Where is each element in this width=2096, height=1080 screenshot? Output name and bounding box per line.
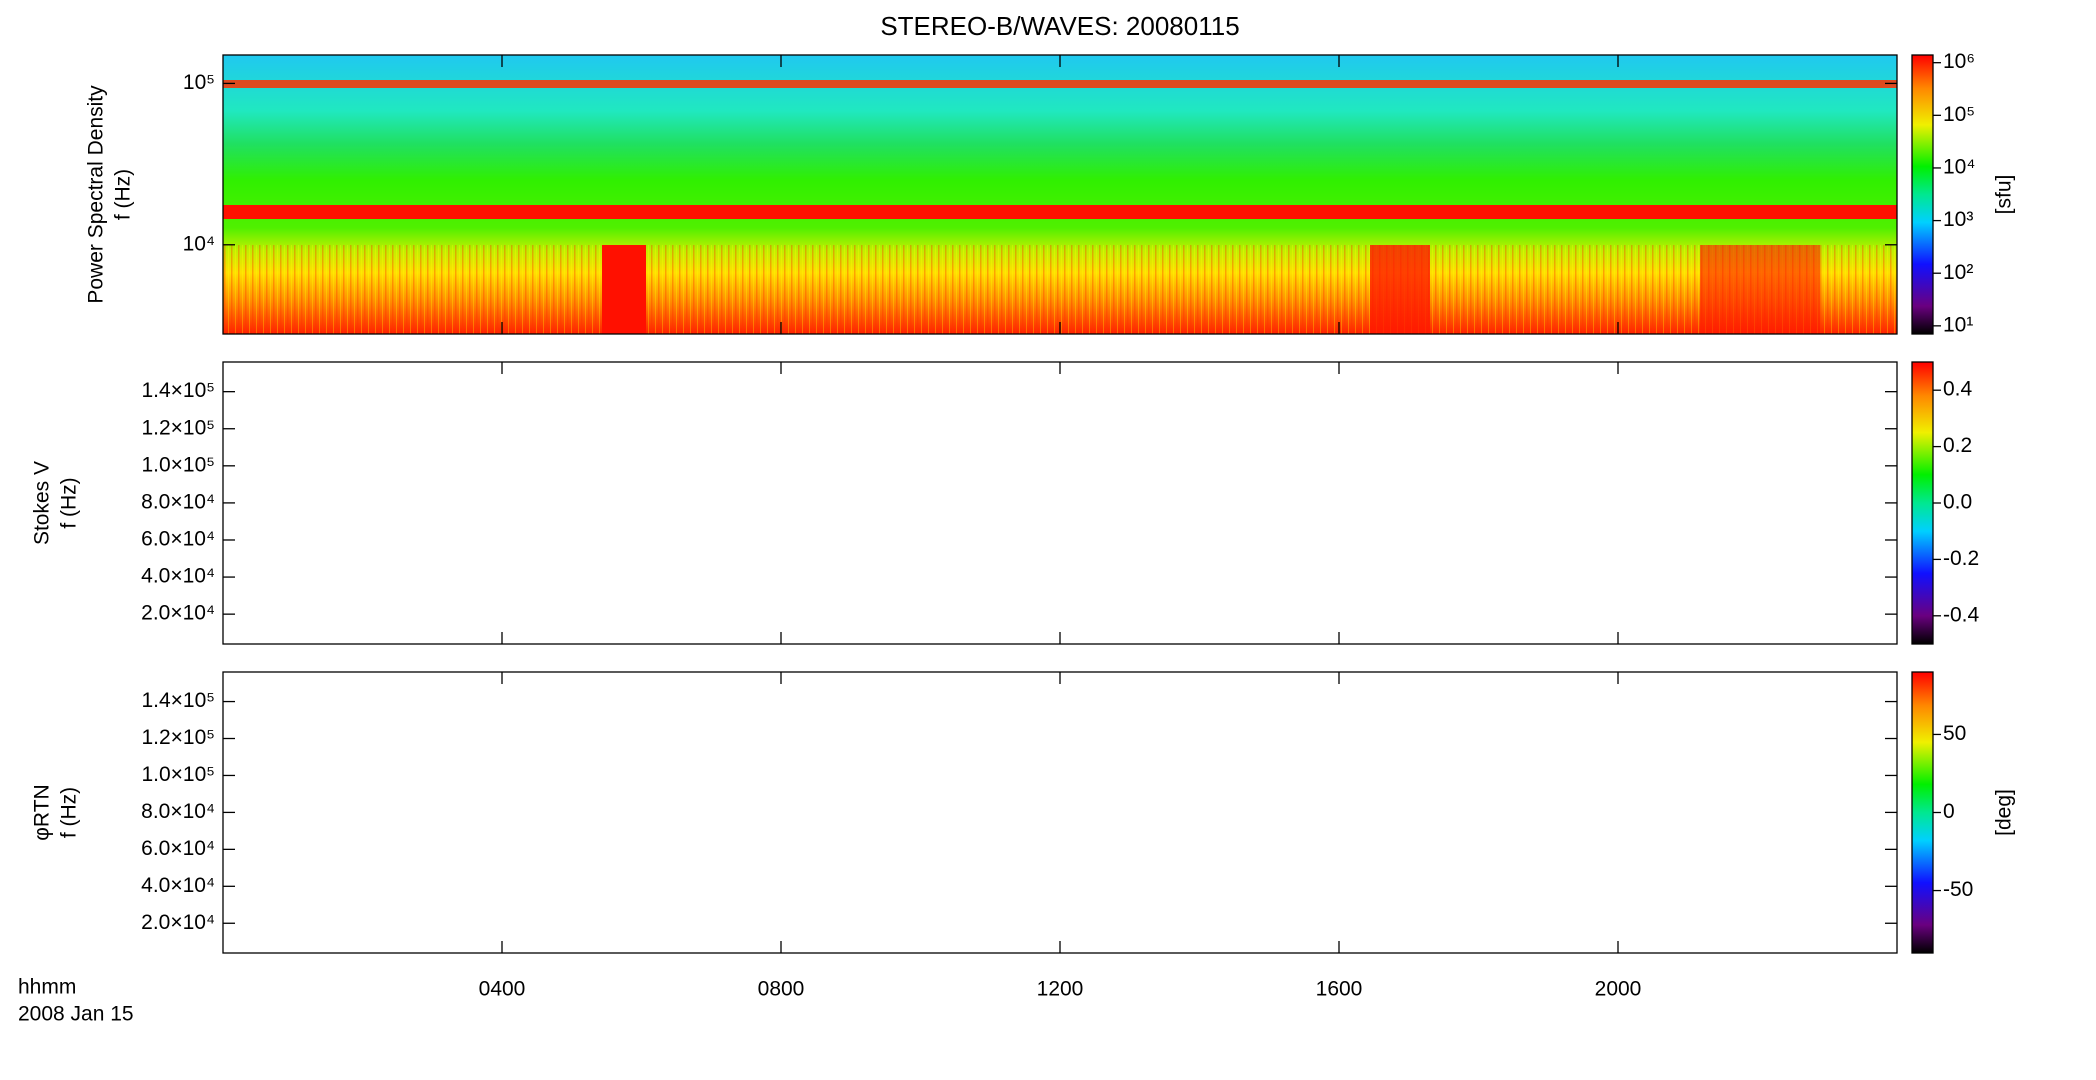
- colorbar-tick-label: 50: [1943, 722, 1966, 745]
- y-tick-label: 6.0×10⁴: [141, 528, 215, 551]
- colorbar-tick-label: 10⁴: [1943, 156, 1975, 179]
- y-tick-label: 8.0×10⁴: [141, 800, 215, 823]
- colorbar-tick-label: 10⁶: [1943, 50, 1975, 73]
- y-tick-label: 2.0×10⁴: [141, 602, 215, 625]
- colorbar: [1911, 361, 1934, 645]
- colorbar-tick-label: 10²: [1943, 261, 1973, 284]
- colorbar: [1911, 54, 1934, 335]
- y-tick-label: 4.0×10⁴: [141, 565, 215, 588]
- y-axis-label: Stokes V: [31, 461, 54, 545]
- y-tick-label: 1.0×10⁵: [141, 763, 215, 786]
- y-tick-label: 10⁴: [183, 232, 215, 255]
- colorbar-label: [deg]: [1993, 789, 2016, 836]
- colorbar: [1911, 671, 1934, 954]
- y-axis-label: φRTN: [31, 784, 54, 840]
- colorbar-tick-label: -0.2: [1943, 547, 1979, 570]
- y-axis-label: f (Hz): [112, 169, 135, 220]
- colorbar-tick-label: 10¹: [1943, 313, 1973, 336]
- colorbar-tick-label: -50: [1943, 878, 1973, 901]
- colorbar-tick-label: 0: [1943, 800, 1955, 823]
- y-tick-label: 2.0×10⁴: [141, 911, 215, 934]
- plot-area: [223, 362, 1897, 644]
- y-tick-label: 8.0×10⁴: [141, 490, 215, 513]
- colorbar-tick-label: 0.2: [1943, 434, 1972, 457]
- y-tick-label: 1.2×10⁵: [141, 726, 215, 749]
- colorbar-tick-label: -0.4: [1943, 603, 1980, 626]
- y-tick-label: 1.0×10⁵: [141, 453, 215, 476]
- y-tick-label: 4.0×10⁴: [141, 874, 215, 897]
- y-axis-label: f (Hz): [58, 787, 81, 838]
- colorbar-tick-label: 10³: [1943, 208, 1973, 231]
- y-axis-label: f (Hz): [58, 477, 81, 528]
- y-tick-label: 1.4×10⁵: [141, 689, 215, 712]
- x-tick-label: 1600: [1316, 978, 1363, 1001]
- spectrogram-image: [223, 55, 1897, 334]
- chart-title: STEREO-B/WAVES: 20080115: [880, 11, 1239, 41]
- plot-area: [223, 672, 1897, 953]
- colorbar-tick-label: 0.4: [1943, 378, 1973, 401]
- y-axis-label: Power Spectral Density: [85, 85, 108, 304]
- colorbar-tick-label: 0.0: [1943, 491, 1972, 514]
- x-tick-label: 1200: [1037, 978, 1084, 1001]
- x-tick-label: 2000: [1595, 978, 1642, 1001]
- date-label: 2008 Jan 15: [18, 1003, 134, 1026]
- x-axis-label: hhmm: [18, 976, 76, 999]
- colorbar-tick-label: 10⁵: [1943, 103, 1975, 126]
- x-tick-label: 0800: [758, 978, 805, 1001]
- y-tick-label: 6.0×10⁴: [141, 837, 215, 860]
- colorbar-label: [sfu]: [1993, 175, 2016, 215]
- y-tick-label: 10⁵: [183, 71, 215, 94]
- y-tick-label: 1.4×10⁵: [141, 379, 215, 402]
- x-tick-label: 0400: [479, 978, 526, 1001]
- y-tick-label: 1.2×10⁵: [141, 416, 215, 439]
